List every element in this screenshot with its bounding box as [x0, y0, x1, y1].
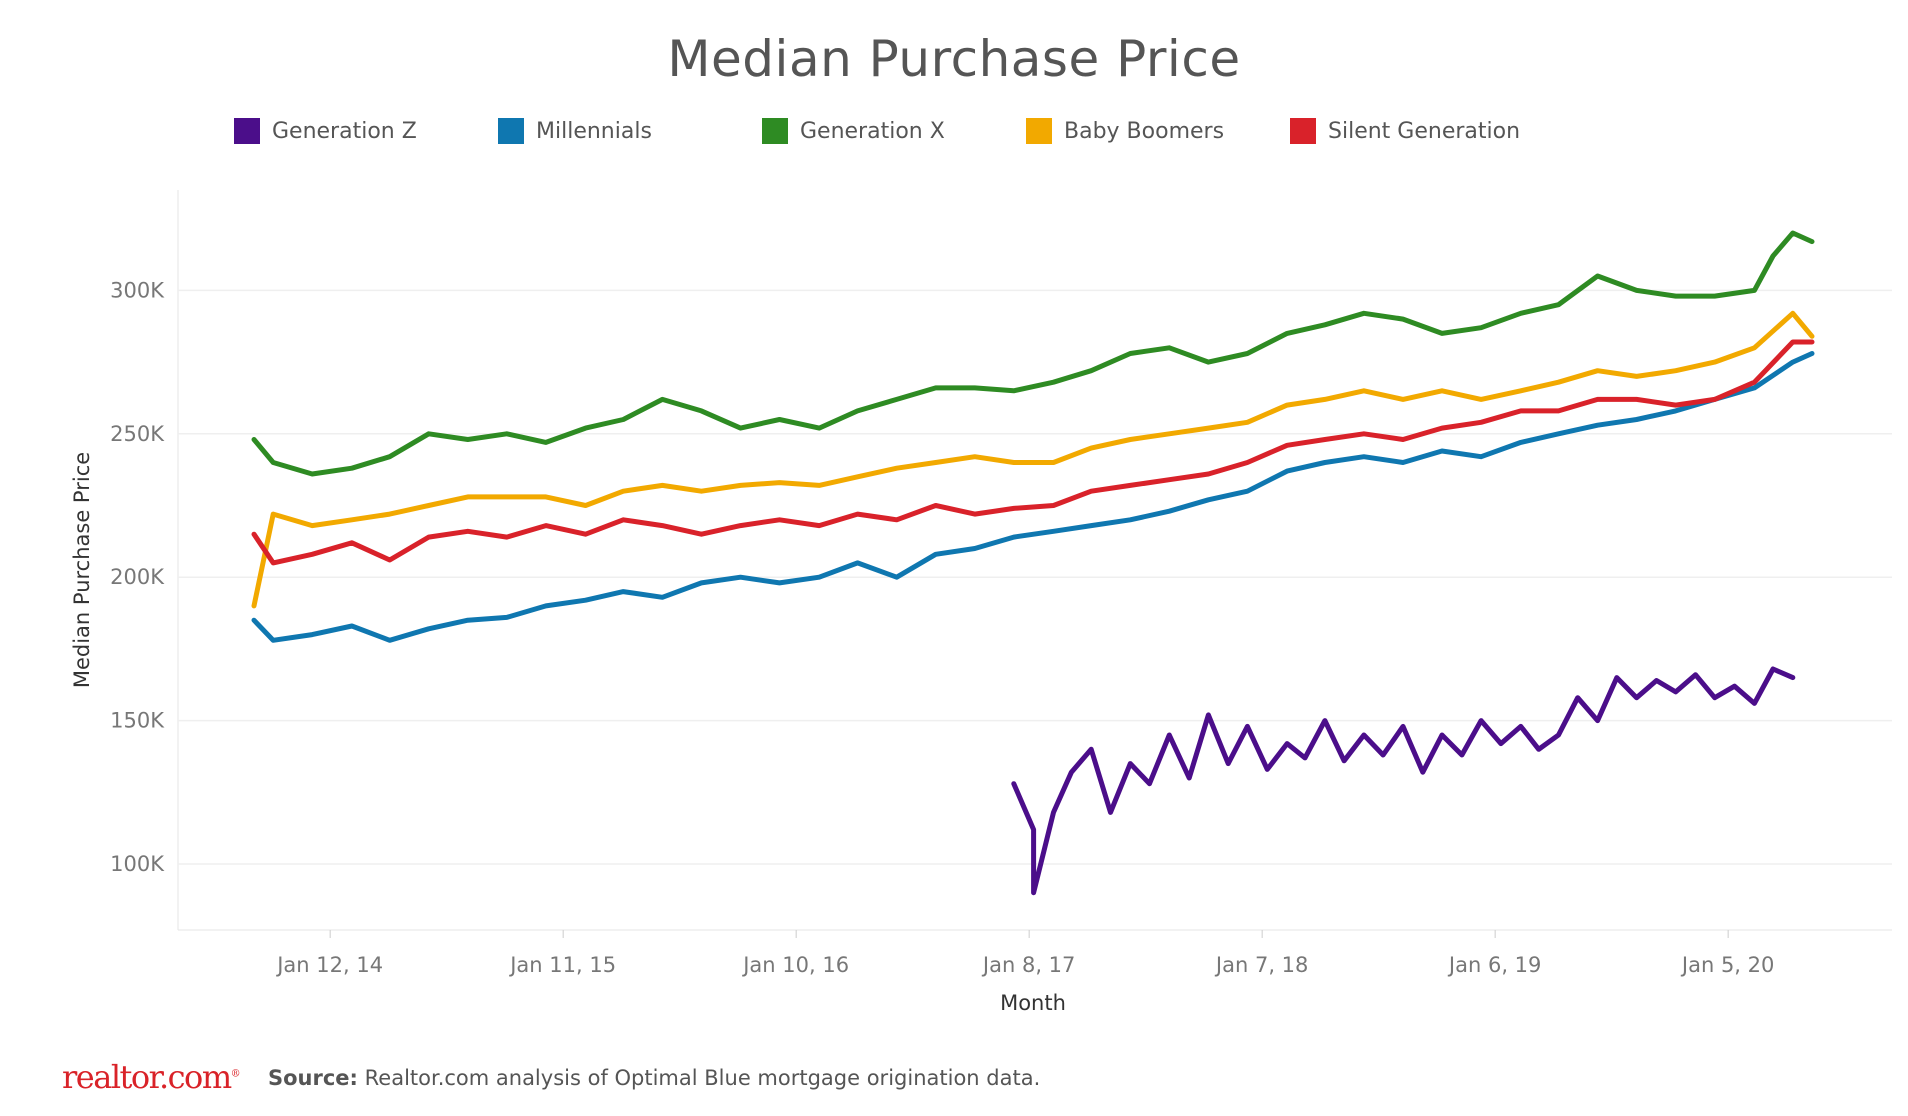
legend-swatch [1026, 118, 1052, 144]
legend-label: Generation Z [272, 118, 417, 144]
legend-swatch [498, 118, 524, 144]
chart-title: Median Purchase Price [667, 30, 1241, 88]
y-tick-label: 150K [110, 709, 165, 733]
x-tick-label: Jan 11, 15 [508, 953, 616, 977]
y-tick-label: 300K [110, 278, 165, 302]
x-axis-title: Month [1000, 991, 1066, 1015]
x-tick-label: Jan 12, 14 [275, 953, 383, 977]
y-tick-label: 200K [110, 565, 165, 589]
legend-label: Millennials [536, 118, 652, 144]
source-label: Source: [268, 1066, 358, 1090]
x-tick-label: Jan 10, 16 [741, 953, 849, 977]
y-axis-title: Median Purchase Price [70, 452, 94, 688]
x-tick-label: Jan 7, 18 [1214, 953, 1308, 977]
legend-label: Silent Generation [1328, 118, 1521, 144]
legend-item: Generation X [762, 118, 945, 144]
realtor-logo: realtor.com® [62, 1058, 241, 1096]
line-chart: 100K 150K 200K 250K 300K Jan 12, 14 Jan 11, 15… [70, 190, 1892, 1015]
series-line-baby-boomers [251, 310, 1815, 609]
y-tick-label: 250K [110, 422, 165, 446]
legend-swatch [234, 118, 260, 144]
source-text: Realtor.com analysis of Optimal Blue mor… [357, 1066, 1041, 1090]
series-line-generation-x [251, 230, 1815, 477]
legend-item: Silent Generation [1290, 118, 1520, 144]
series-line-silent-generation [251, 339, 1815, 566]
legend-label: Baby Boomers [1064, 118, 1225, 144]
series-line-generation-z [1011, 666, 1796, 896]
legend-item: Millennials [498, 118, 652, 144]
legend-swatch [1290, 118, 1316, 144]
x-tick-label: Jan 6, 19 [1447, 953, 1541, 977]
legend: Generation Z Millennials Generation X Baby … [0, 118, 1908, 158]
y-tick-label: 100K [110, 852, 165, 876]
series-line-millennials [251, 351, 1815, 643]
legend-swatch [762, 118, 788, 144]
legend-item: Generation Z [234, 118, 417, 144]
source-note: Source: Realtor.com analysis of Optimal … [268, 1066, 1040, 1090]
legend-label: Generation X [800, 118, 945, 144]
legend-item: Baby Boomers [1026, 118, 1224, 144]
x-tick-label: Jan 8, 17 [981, 953, 1075, 977]
x-tick-label: Jan 5, 20 [1680, 953, 1774, 977]
